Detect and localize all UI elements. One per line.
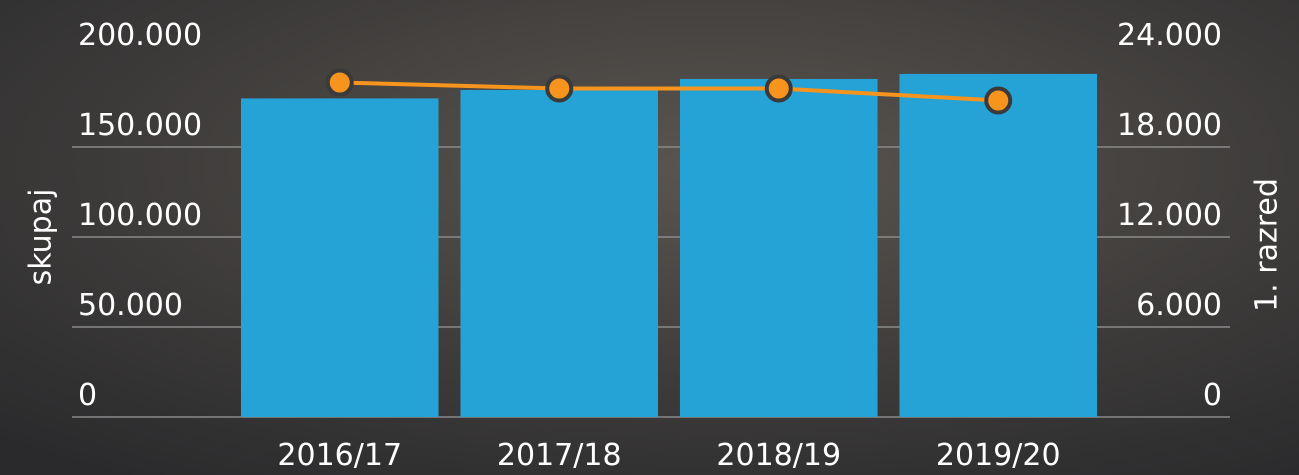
marker — [986, 89, 1010, 113]
x-tick-label: 2018/19 — [716, 438, 841, 473]
y-tick-label: 50.000 — [78, 288, 183, 323]
y2-tick-label: 6.000 — [1136, 288, 1222, 323]
y-tick-label: 150.000 — [78, 108, 202, 143]
marker — [767, 77, 791, 101]
y2-tick-label: 0 — [1203, 378, 1222, 413]
y2-tick-label: 24.000 — [1117, 18, 1222, 53]
x-tick-label: 2019/20 — [936, 438, 1061, 473]
bar — [899, 74, 1097, 417]
bar — [460, 90, 658, 417]
y2-tick-label: 18.000 — [1117, 108, 1222, 143]
x-tick-label: 2017/18 — [497, 438, 622, 473]
bar — [241, 98, 439, 417]
chart: skupaj 1. razred 0 50.000 100.000 150.000 20… — [0, 0, 1299, 475]
y-tick-label: 0 — [78, 378, 97, 413]
y-tick-label: 100.000 — [78, 198, 202, 233]
x-tick-label: 2016/17 — [277, 438, 402, 473]
y-axis-label: skupaj — [24, 189, 59, 286]
y-tick-label: 200.000 — [78, 18, 202, 53]
y2-axis-label: 1. razred — [1250, 178, 1285, 312]
marker — [328, 71, 352, 95]
bar — [680, 79, 878, 417]
y2-tick-label: 12.000 — [1117, 198, 1222, 233]
marker — [547, 77, 571, 101]
